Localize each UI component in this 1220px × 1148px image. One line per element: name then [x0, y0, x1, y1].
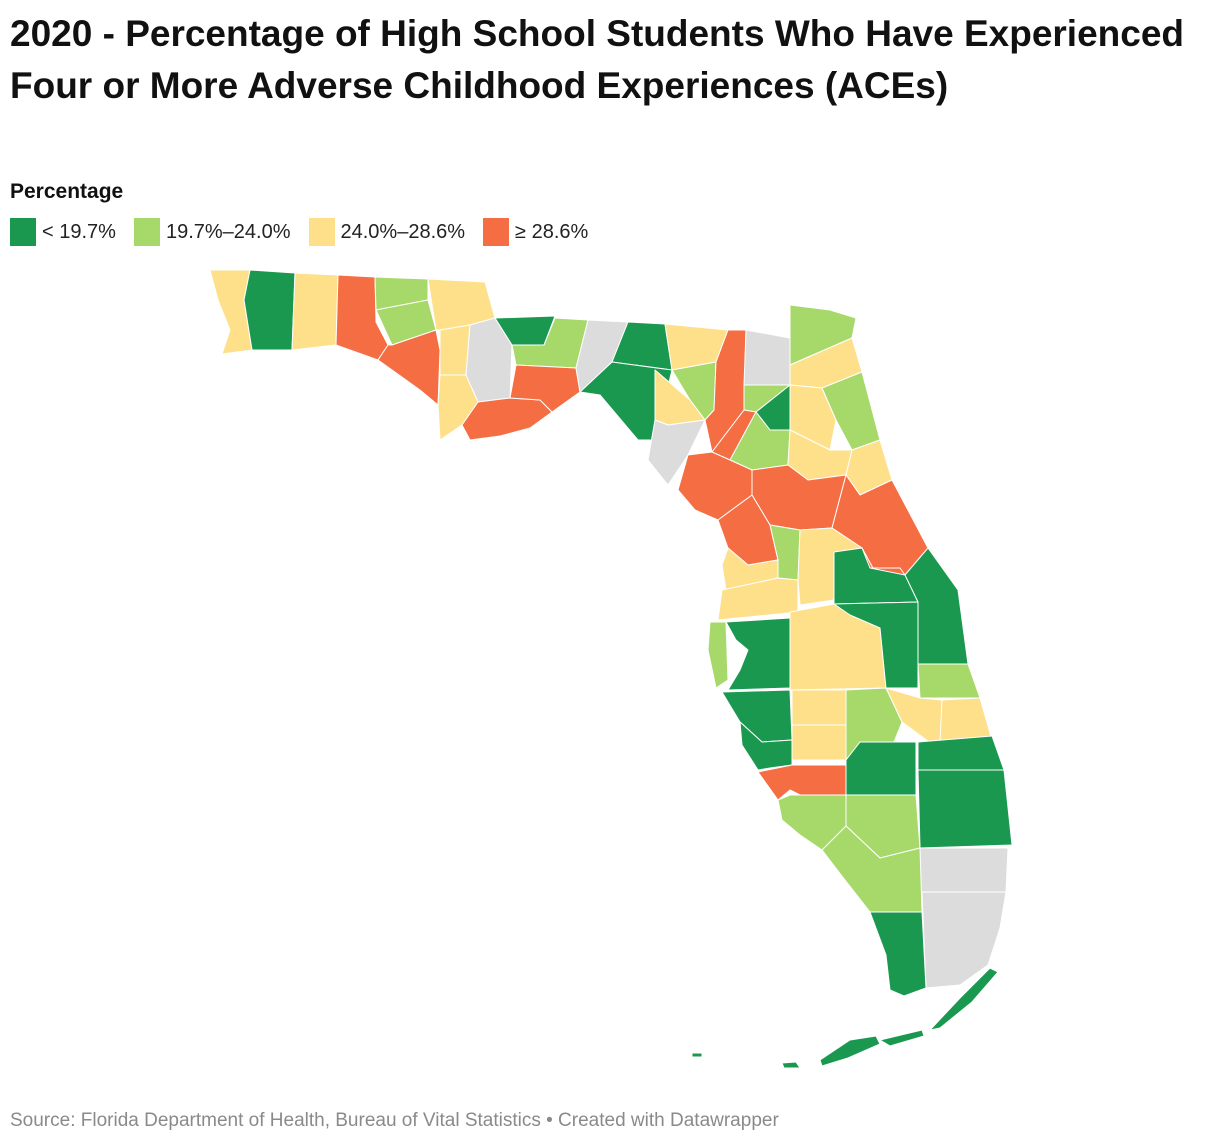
county-sarasota[interactable] — [739, 721, 793, 771]
county-desoto[interactable] — [791, 724, 847, 761]
chart-title: 2020 - Percentage of High School Student… — [10, 13, 1185, 106]
county-martin[interactable] — [917, 735, 1005, 771]
county-indian-river[interactable] — [917, 663, 981, 699]
legend-label-lowest: < 19.7% — [42, 220, 116, 243]
florida-county-map — [209, 269, 1013, 1069]
county-pasco[interactable] — [717, 577, 799, 621]
county-bay[interactable] — [377, 329, 441, 406]
county-manatee[interactable] — [721, 689, 793, 743]
legend-swatch-lowest — [10, 218, 36, 246]
county-pinellas[interactable] — [707, 621, 729, 689]
county-monroe-keys-upper[interactable] — [929, 967, 999, 1031]
county-st-lucie[interactable] — [939, 697, 993, 743]
legend-title: Percentage — [10, 180, 124, 203]
county-hillsborough[interactable] — [725, 617, 791, 691]
legend-item-mid: 24.0%–28.6% — [308, 218, 466, 246]
county-clay[interactable] — [789, 384, 837, 451]
county-santa-rosa[interactable] — [243, 269, 296, 351]
county-monroe[interactable] — [869, 911, 927, 997]
county-palm-beach[interactable] — [917, 769, 1013, 849]
legend: < 19.7% 19.7%–24.0% 24.0%–28.6% ≥ 28.6% — [10, 218, 588, 246]
county-baker[interactable] — [743, 329, 791, 386]
county-calhoun[interactable] — [439, 324, 471, 376]
county-monroe-keys-tortugas[interactable] — [691, 1052, 703, 1058]
legend-swatch-mid — [308, 218, 335, 246]
county-glades[interactable] — [845, 741, 917, 796]
legend-label-mid: 24.0%–28.6% — [340, 220, 466, 243]
florida-keys — [691, 967, 999, 1069]
county-monroe-keys-lower[interactable] — [879, 1029, 925, 1047]
county-nassau[interactable] — [789, 304, 857, 366]
legend-swatch-high — [483, 218, 510, 246]
county-okaloosa[interactable] — [291, 272, 339, 351]
county-broward[interactable] — [919, 847, 1009, 893]
legend-label-high: ≥ 28.6% — [515, 220, 589, 243]
county-collier[interactable] — [821, 825, 923, 913]
legend-item-lowest: < 19.7% — [10, 218, 116, 246]
legend-item-high: ≥ 28.6% — [483, 218, 588, 246]
legend-item-low: 19.7%–24.0% — [133, 218, 291, 246]
county-hardee[interactable] — [791, 689, 847, 726]
county-monroe-keys-west[interactable] — [781, 1061, 801, 1069]
source-note: Source: Florida Department of Health, Bu… — [10, 1110, 779, 1131]
legend-swatch-low — [133, 218, 160, 246]
county-monroe-keys-middle[interactable] — [819, 1035, 881, 1067]
legend-label-low: 19.7%–24.0% — [165, 220, 291, 243]
